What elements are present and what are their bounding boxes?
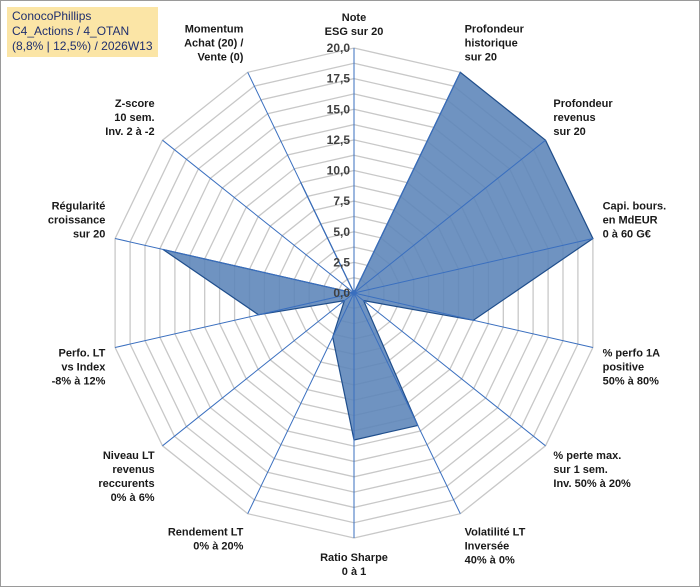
tick-label: 17,5 — [327, 72, 351, 86]
axis-label-line: sur 20 — [73, 228, 105, 240]
axis-label-line: revenus — [112, 464, 154, 476]
axis-label: Profondeur revenus sur 20 — [553, 98, 613, 138]
axis-spoke — [353, 292, 594, 348]
axis-label-line: vs Index — [61, 362, 106, 374]
axis-label-line: Ratio Sharpe — [320, 552, 388, 564]
axis-label: Ratio Sharpe 0 à 1 — [320, 552, 388, 578]
axis-label-line: Inversée — [465, 541, 510, 553]
axis-label: % perte max. sur 1 sem. Inv. 50% à 20% — [553, 450, 631, 490]
axis-label-line: Note — [342, 12, 366, 24]
title-category: C4_Actions / 4_OTAN — [12, 24, 130, 38]
tick-label: 20,0 — [327, 41, 351, 55]
radial-tick-labels: 0,0 2,5 5,0 7,5 10,0 12,5 15,0 17,5 20,0 — [327, 41, 351, 300]
axis-label-line: historique — [465, 37, 518, 49]
axis-label-line: % perte max. — [553, 450, 621, 462]
axis-label-line: Niveau LT — [103, 450, 155, 462]
axis-label-line: 10 sem. — [114, 112, 154, 124]
axis-spoke — [353, 292, 461, 514]
axis-label: Perfo. LT vs Index -8% à 12% — [52, 348, 107, 388]
axis-labels: Note ESG sur 20 Profondeur historique sur 20… — [48, 12, 666, 578]
axis-label: Z-score 10 sem. Inv. 2 à -2 — [105, 98, 154, 138]
axis-spoke — [114, 292, 355, 348]
axis-label-line: sur 20 — [465, 51, 497, 63]
axis-label-line: Régularité — [52, 200, 106, 212]
axis-label-line: Z-score — [115, 98, 155, 110]
axis-label: Profondeur historique sur 20 — [465, 23, 525, 63]
axis-spoke — [353, 238, 594, 294]
axis-label-line: Volatilité LT — [465, 527, 526, 539]
axis-spoke — [162, 292, 355, 447]
axis-label-line: 0% à 20% — [193, 541, 243, 553]
axis-label: Momentum Achat (20) / Vente (0) — [184, 23, 244, 63]
axis-label-line: -8% à 12% — [52, 376, 106, 388]
axis-label-line: 0 à 60 G€ — [603, 228, 651, 240]
axis-label-line: 0% à 6% — [111, 492, 155, 504]
axis-label: Rendement LT 0% à 20% — [168, 527, 244, 553]
axis-label-line: Profondeur — [553, 98, 613, 110]
tick-label: 10,0 — [327, 164, 351, 178]
axis-label-line: % perfo 1A — [603, 348, 661, 360]
axis-spoke — [353, 292, 546, 447]
axis-label-line: sur 20 — [553, 126, 585, 138]
tick-label: 7,5 — [333, 194, 350, 208]
title-company: ConocoPhillips — [12, 9, 92, 23]
axis-label-line: Achat (20) / — [184, 37, 243, 49]
axis-label-line: reccurents — [98, 478, 154, 490]
axis-label-line: Rendement LT — [168, 527, 244, 539]
axis-label-line: Vente (0) — [198, 51, 244, 63]
tick-label: 2,5 — [333, 255, 350, 269]
axis-label-line: revenus — [553, 112, 595, 124]
axis-spoke — [247, 292, 355, 514]
axis-spoke — [353, 139, 546, 294]
axis-label: Régularité croissance sur 20 — [48, 200, 105, 240]
axis-label-line: en MdEUR — [603, 214, 658, 226]
axis-label-line: Inv. 50% à 20% — [553, 478, 631, 490]
tick-label: 0,0 — [333, 286, 350, 300]
axis-label-line: 0 à 1 — [342, 566, 366, 578]
axis-label-line: positive — [603, 362, 645, 374]
axis-label-line: Momentum — [185, 23, 244, 35]
axis-label-line: Profondeur — [465, 23, 525, 35]
axis-label: % perfo 1A positive 50% à 80% — [603, 348, 661, 388]
axis-label: Niveau LT revenus reccurents 0% à 6% — [98, 450, 155, 504]
axis-label-line: sur 1 sem. — [553, 464, 607, 476]
tick-label: 12,5 — [327, 133, 351, 147]
axis-label-line: ESG sur 20 — [325, 26, 384, 38]
axis-spoke — [247, 72, 355, 294]
tick-label: 5,0 — [333, 225, 350, 239]
axis-spoke — [114, 238, 355, 294]
tick-label: 15,0 — [327, 102, 351, 116]
axis-label-line: Perfo. LT — [59, 348, 106, 360]
axis-label-line: 40% à 0% — [465, 555, 515, 567]
title-period: (8,8% | 12,5%) / 2026W13 — [12, 39, 153, 53]
axis-spokes — [114, 48, 594, 538]
axis-label: Capi. bours. en MdEUR 0 à 60 G€ — [603, 200, 667, 240]
axis-spoke — [353, 72, 461, 294]
axis-label: Note ESG sur 20 — [325, 12, 384, 38]
axis-label-line: 50% à 80% — [603, 376, 659, 388]
axis-label-line: Capi. bours. — [603, 200, 667, 212]
axis-label-line: Inv. 2 à -2 — [105, 126, 154, 138]
chart-title-box: ConocoPhillips C4_Actions / 4_OTAN (8,8%… — [7, 7, 158, 57]
axis-label: Volatilité LT Inversée 40% à 0% — [465, 527, 526, 567]
axis-label-line: croissance — [48, 214, 105, 226]
axis-spoke — [162, 139, 355, 294]
